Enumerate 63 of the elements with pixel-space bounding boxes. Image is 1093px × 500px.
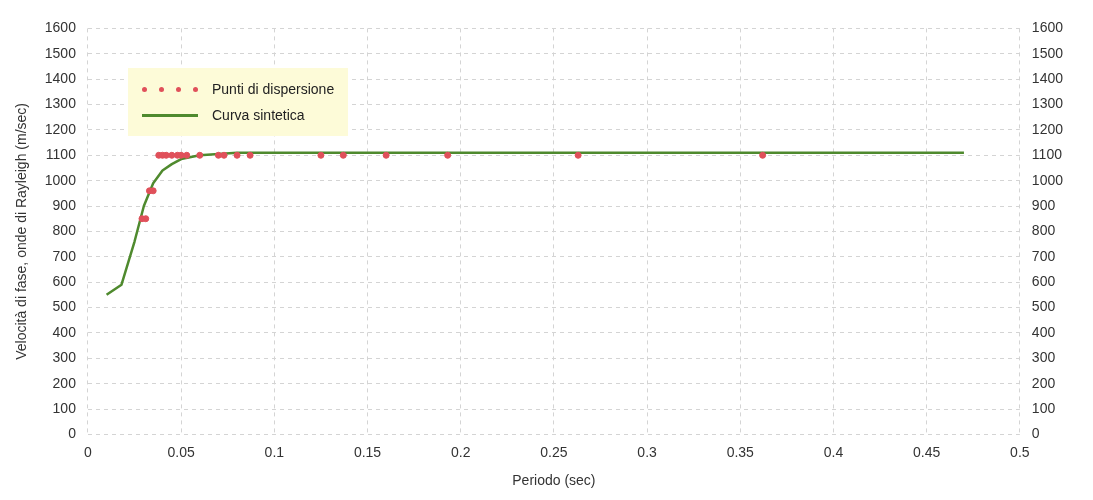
x-tick-label: 0.1 [264, 443, 285, 460]
y2-tick-label: 1600 [1031, 19, 1064, 36]
y-tick-label: 100 [52, 399, 77, 416]
y-tick-label: 600 [52, 273, 77, 290]
x-tick-label: 0.45 [913, 443, 941, 460]
y2-tick-label: 1000 [1031, 171, 1064, 188]
y2-tick-label: 1300 [1031, 95, 1064, 112]
point [168, 151, 176, 159]
y2-tick-label: 1500 [1031, 44, 1064, 61]
x-tick-label: 0.2 [450, 443, 471, 460]
y-tick-label: 200 [52, 374, 77, 391]
y2-tick-label: 200 [1031, 374, 1056, 391]
y-tick-label: 1300 [44, 95, 77, 112]
point [382, 151, 390, 159]
y2-tick-label: 0 [1031, 425, 1040, 442]
y2-tick-label: 100 [1031, 399, 1056, 416]
point [317, 151, 325, 159]
y-axis-title: Velocità di fase, onde di Rayleigh (m/sec) [13, 102, 30, 360]
y-tick-label: 300 [52, 349, 77, 366]
x-tick-label: 0.5 [1010, 443, 1030, 460]
y-tick-label: 1500 [44, 44, 77, 61]
y2-tick-label: 800 [1031, 222, 1056, 239]
y-tick-label: 1400 [44, 70, 77, 87]
point [220, 151, 228, 159]
point [214, 151, 222, 159]
x-tick-label: 0.25 [540, 443, 568, 460]
y2-tick-label: 700 [1031, 247, 1056, 264]
x-tick-label: 0.15 [353, 443, 382, 460]
point [246, 151, 254, 159]
point [574, 151, 582, 159]
y-tick-label: 500 [52, 298, 77, 315]
y-tick-label: 1100 [45, 146, 77, 163]
x-axis-title: Periodo (sec) [512, 472, 596, 489]
y-tick-label: 800 [52, 222, 77, 239]
legend-label: Curva sintetica [212, 107, 305, 123]
point [759, 151, 767, 159]
point [183, 151, 191, 159]
y-tick-label: 1600 [44, 19, 77, 36]
x-tick-label: 0.35 [726, 443, 755, 460]
legend-label: Punti di dispersione [212, 81, 335, 97]
y-tick-label: 1000 [44, 171, 77, 188]
x-tick-label: 0.4 [823, 443, 844, 460]
y2-tick-label: 300 [1031, 349, 1056, 366]
y2-tick-label: 400 [1031, 323, 1056, 340]
y-tick-label: 900 [52, 196, 77, 213]
y-tick-label: 0 [68, 425, 77, 442]
x-tick-label: 0 [84, 443, 93, 460]
y-tick-label: 700 [52, 247, 77, 264]
y2-tick-label: 1200 [1031, 120, 1064, 137]
x-tick-label: 0.05 [167, 443, 195, 460]
y-tick-label: 1200 [44, 120, 77, 137]
point [444, 151, 452, 159]
y2-tick-label: 1100 [1031, 146, 1063, 163]
point [142, 215, 150, 223]
y-tick-label: 400 [52, 323, 77, 340]
point [233, 151, 241, 159]
y2-tick-label: 900 [1031, 196, 1056, 213]
y2-tick-label: 600 [1031, 273, 1056, 290]
y2-tick-label: 500 [1031, 298, 1056, 315]
point [196, 151, 204, 159]
point [339, 151, 347, 159]
x-tick-label: 0.3 [637, 443, 658, 460]
y2-tick-label: 1400 [1031, 70, 1064, 87]
